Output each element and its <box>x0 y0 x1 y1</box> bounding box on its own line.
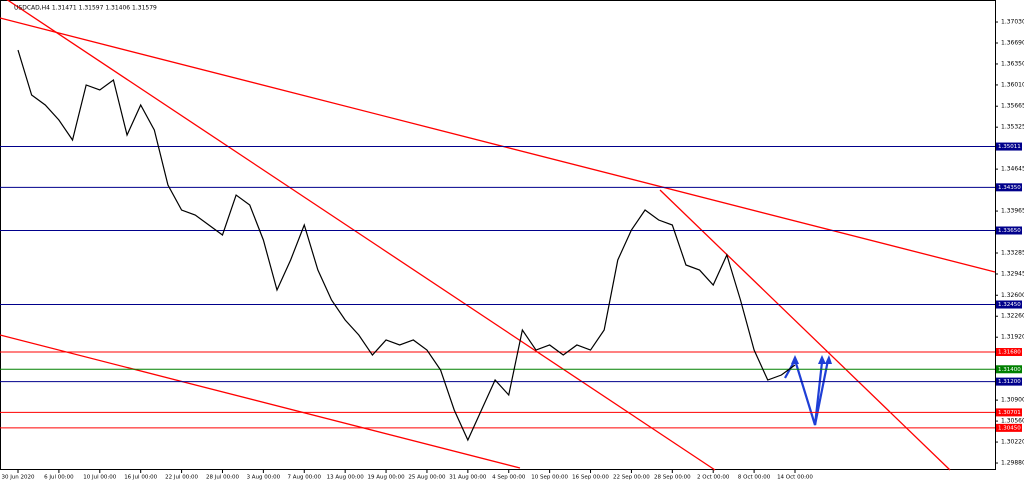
x-tick-label: 22 Jul 00:00 <box>165 475 198 481</box>
level-tag: 1.30701 <box>996 408 1022 417</box>
x-tick-label: 3 Aug 00:00 <box>247 475 281 481</box>
trend-line <box>6 0 716 471</box>
y-tick-label: 1.33965 <box>1001 208 1024 215</box>
level-tag: 1.31680 <box>996 348 1022 357</box>
x-tick-label: 7 Aug 00:00 <box>287 475 321 481</box>
x-tick-label: 14 Oct 00:00 <box>777 475 813 481</box>
level-tag: 1.33650 <box>996 226 1022 235</box>
y-tick-label: 1.30900 <box>1001 397 1024 404</box>
level-label: 1.30450 <box>998 425 1021 431</box>
x-tick-label: 8 Oct 00:00 <box>738 475 771 481</box>
symbol-header: USDCAD,H4 1.31471 1.31597 1.31406 1.3157… <box>14 5 157 12</box>
trend-line <box>0 17 996 273</box>
level-box <box>996 300 1022 309</box>
y-tick-label: 1.32945 <box>1001 270 1024 277</box>
x-tick-label: 13 Aug 00:00 <box>327 475 365 481</box>
level-label: 1.31680 <box>998 350 1021 356</box>
level-label: 1.32450 <box>998 302 1021 308</box>
level-box <box>996 226 1022 235</box>
y-tick-label: 1.30560 <box>1001 418 1024 425</box>
level-label: 1.31400 <box>998 367 1021 373</box>
y-tick-label: 1.32600 <box>1001 292 1024 299</box>
level-label: 1.34350 <box>998 185 1021 191</box>
price-line <box>17 49 796 442</box>
trend-line <box>659 189 951 471</box>
level-box <box>996 142 1022 151</box>
level-box <box>996 377 1022 386</box>
y-tick-label: 1.30220 <box>1001 439 1024 446</box>
level-tag: 1.30450 <box>996 423 1022 432</box>
y-tick-label: 1.29880 <box>1001 460 1024 467</box>
y-tick-label: 1.35325 <box>1001 124 1024 131</box>
level-tag: 1.32450 <box>996 300 1022 309</box>
x-tick-label: 28 Jul 00:00 <box>206 475 239 481</box>
level-box <box>996 183 1022 192</box>
x-tick-label: 25 Aug 00:00 <box>408 475 446 481</box>
x-tick-label: 30 Jun 2020 <box>1 475 35 481</box>
arrow-head <box>825 355 832 364</box>
trend-line <box>0 334 521 469</box>
level-label: 1.30701 <box>998 410 1021 416</box>
y-tick-label: 1.35665 <box>1001 103 1024 110</box>
y-tick-label: 1.32260 <box>1001 313 1024 320</box>
x-tick-label: 16 Sep 00:00 <box>572 475 609 481</box>
x-tick-label: 22 Sep 00:00 <box>613 475 650 481</box>
x-tick-label: 31 Aug 00:00 <box>449 475 487 481</box>
y-tick-label: 1.31920 <box>1001 334 1024 341</box>
arrow-head <box>818 355 826 364</box>
level-label: 1.31200 <box>998 379 1021 385</box>
y-tick-label: 1.36010 <box>1001 81 1024 88</box>
x-tick-label: 16 Jul 00:00 <box>124 475 157 481</box>
arrow-head <box>791 355 799 364</box>
x-tick-label: 6 Jul 00:00 <box>44 475 74 481</box>
level-box <box>996 408 1022 417</box>
forecast-arrow <box>813 359 830 426</box>
level-tag: 1.35011 <box>996 142 1022 151</box>
x-tick-label: 10 Jul 00:00 <box>83 475 116 481</box>
level-label: 1.33650 <box>998 228 1021 234</box>
y-tick-label: 1.36690 <box>1001 39 1024 46</box>
x-tick-label: 4 Sep 00:00 <box>492 475 526 481</box>
y-tick-label: 1.34645 <box>1001 166 1024 173</box>
plot-frame <box>0 0 996 470</box>
x-tick-label: 28 Sep 00:00 <box>654 475 691 481</box>
level-box <box>996 423 1022 432</box>
y-tick-label: 1.36350 <box>1001 60 1024 67</box>
drawn-objects <box>0 0 996 471</box>
level-tag: 1.34350 <box>996 183 1022 192</box>
level-label: 1.35011 <box>998 144 1021 150</box>
level-tag: 1.31200 <box>996 377 1022 386</box>
y-tick-label: 1.37030 <box>1001 19 1024 26</box>
x-tick-label: 10 Sep 00:00 <box>531 475 568 481</box>
x-tick-label: 19 Aug 00:00 <box>368 475 406 481</box>
y-tick-label: 1.33285 <box>1001 250 1024 257</box>
level-box <box>996 365 1022 374</box>
level-tag: 1.31400 <box>996 365 1022 374</box>
x-tick-label: 2 Oct 00:00 <box>697 475 730 481</box>
level-box <box>996 348 1022 357</box>
